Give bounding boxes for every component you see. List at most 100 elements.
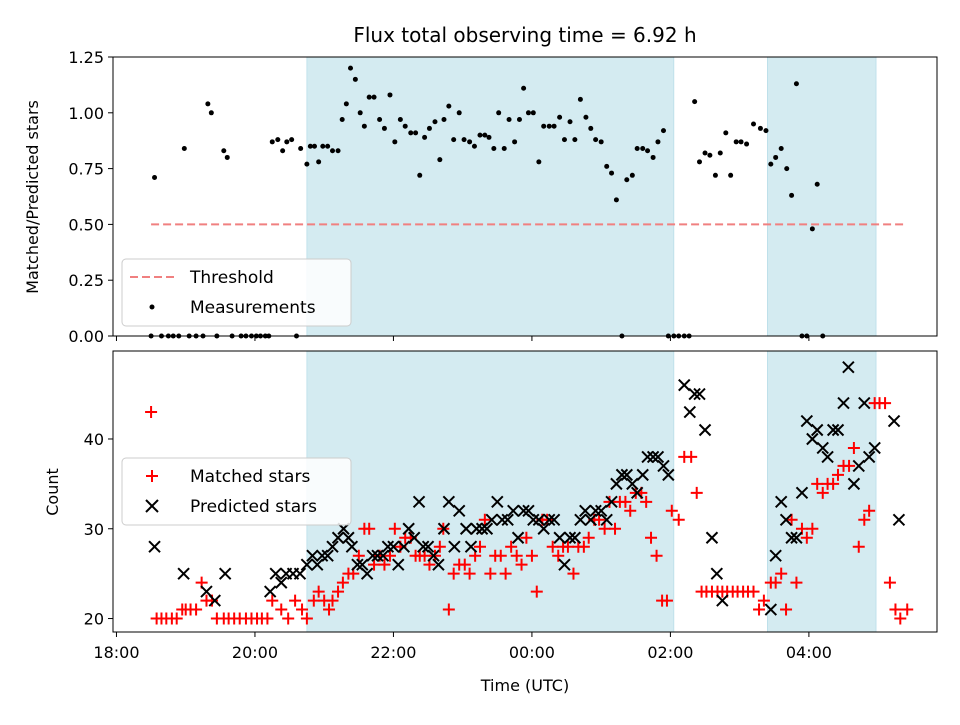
matched-star-point xyxy=(645,531,658,544)
matched-star-point xyxy=(388,522,401,535)
predicted-star-point xyxy=(858,396,871,410)
measurement-point xyxy=(357,110,363,116)
predicted-star-point xyxy=(558,558,571,571)
predicted-star-point xyxy=(764,603,778,616)
measurement-point xyxy=(577,96,583,102)
matched-star-point xyxy=(289,594,302,607)
measurement-point xyxy=(551,123,557,129)
measurement-point xyxy=(604,163,610,169)
measurement-point xyxy=(269,139,275,145)
predicted-star-point xyxy=(360,567,374,580)
ratio-panel: 0.00 0.25 0.50 0.75 1.00 1.25 Flux total obse… xyxy=(23,23,938,346)
predicted-star-point xyxy=(495,513,509,526)
measurement-point xyxy=(482,132,488,138)
y-tick-label: 0.00 xyxy=(68,327,104,346)
predicted-star-point xyxy=(311,558,324,571)
measurement-point xyxy=(348,65,354,71)
measurement-point xyxy=(339,116,345,122)
measurement-point xyxy=(387,92,393,98)
measurement-point xyxy=(521,85,527,91)
measurement-point xyxy=(707,152,713,158)
measurement-point xyxy=(814,181,820,187)
measurement-point xyxy=(366,94,372,100)
predicted-stars-series xyxy=(148,360,906,616)
predicted-star-point xyxy=(412,495,426,509)
measurement-point xyxy=(467,139,473,145)
predicted-star-point xyxy=(636,468,649,482)
predicted-star-point xyxy=(269,567,282,580)
measurements-series xyxy=(148,65,826,339)
legend-measurements-label: Measurements xyxy=(190,298,316,318)
measurement-point xyxy=(181,146,187,152)
measurement-point xyxy=(645,148,651,154)
predicted-star-point xyxy=(842,360,855,374)
measurement-point xyxy=(361,123,367,129)
measurement-point xyxy=(744,141,750,147)
measurement-point xyxy=(557,114,563,120)
matched-star-point xyxy=(883,576,896,589)
measurement-point xyxy=(224,154,230,160)
matched-star-point xyxy=(806,522,819,535)
predicted-star-point xyxy=(641,450,654,464)
matched-star-point xyxy=(378,558,391,571)
predicted-star-point xyxy=(417,540,430,553)
measurement-point xyxy=(311,143,317,149)
matched-star-point xyxy=(368,558,381,571)
measurement-point xyxy=(491,146,497,152)
predicted-star-point xyxy=(800,414,814,428)
matched-star-point xyxy=(827,477,840,490)
matched-star-point xyxy=(463,567,476,580)
measurement-point xyxy=(330,148,336,154)
top-y-axis-label: Matched/Predicted stars xyxy=(23,100,42,294)
measurement-point xyxy=(477,132,483,138)
top-legend-box xyxy=(121,258,352,327)
predicted-star-point xyxy=(275,576,288,589)
matched-star-point xyxy=(541,513,554,526)
matched-star-point xyxy=(494,549,507,562)
bottom-shaded-intervals xyxy=(306,350,877,633)
measurement-point xyxy=(778,146,784,152)
y-tick-label: 0.25 xyxy=(68,271,104,290)
measurement-point xyxy=(598,139,604,145)
top-y-axis-ticks: 0.00 0.25 0.50 0.75 1.00 1.25 xyxy=(68,48,113,346)
matched-star-point xyxy=(484,567,497,580)
measurement-point xyxy=(208,110,214,116)
measurement-point xyxy=(588,125,594,131)
chart-title: Flux total observing time = 6.92 h xyxy=(353,23,696,47)
matched-star-point xyxy=(383,549,396,562)
measurement-point xyxy=(660,128,666,134)
predicted-star-point xyxy=(646,450,660,464)
measurement-point xyxy=(809,226,815,232)
matched-star-point xyxy=(352,549,365,562)
measurement-point xyxy=(501,146,507,152)
measurement-point xyxy=(650,154,656,160)
measurement-point xyxy=(371,94,377,100)
predicted-star-point xyxy=(218,567,232,580)
measurement-point xyxy=(343,101,349,107)
measurement-point xyxy=(461,137,467,143)
predicted-star-point xyxy=(693,387,706,401)
count-panel: 20 30 40 18:00 20:00 22:00 00:00 02:00 04:00 Ti… xyxy=(43,350,938,695)
matched-star-point xyxy=(458,558,471,571)
measurement-point xyxy=(757,125,763,131)
matched-star-point xyxy=(326,594,339,607)
predicted-star-point xyxy=(657,459,670,473)
predicted-star-point xyxy=(710,567,724,580)
predicted-star-point xyxy=(501,513,514,526)
predicted-star-point xyxy=(470,522,483,535)
measurement-point xyxy=(437,157,443,163)
measurement-point xyxy=(733,139,739,145)
measurement-point xyxy=(426,125,432,131)
matched-star-point xyxy=(447,567,460,580)
matched-star-point xyxy=(769,576,782,589)
matched-star-point xyxy=(261,612,274,625)
x-tick-label: 18:00 xyxy=(93,643,139,662)
predicted-star-point xyxy=(584,513,597,526)
matched-star-point xyxy=(858,513,871,526)
matched-star-point xyxy=(546,540,559,553)
matched-star-point xyxy=(665,504,678,517)
predicted-star-point xyxy=(381,540,395,553)
bottom-legend-box xyxy=(121,457,352,526)
predicted-star-point xyxy=(547,513,561,526)
measurement-point xyxy=(304,161,310,167)
